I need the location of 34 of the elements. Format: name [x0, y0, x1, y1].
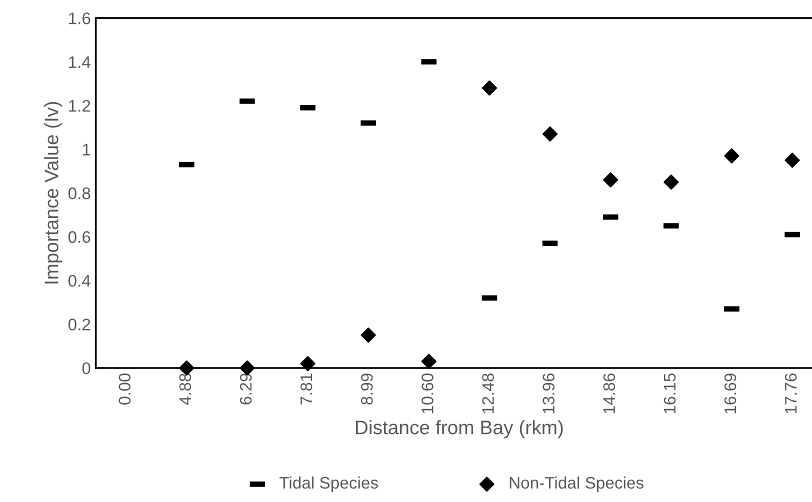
x-tick-label: 16.15: [664, 374, 676, 414]
y-tick-label: 1.6: [69, 12, 90, 24]
y-tick-label: 0.8: [68, 187, 90, 200]
legend-label: Non-Tidal Species: [510, 476, 644, 492]
point: [664, 174, 679, 190]
y-tick-label: 0.6: [68, 231, 90, 243]
x-tick-label: 10.60: [422, 373, 434, 414]
point: [360, 328, 376, 343]
y-tick-label: 0.4: [68, 274, 90, 287]
x-tick-label: 8.99: [361, 374, 373, 405]
y-tick-label: 1.2: [69, 100, 90, 112]
legend-label: Tidal Species: [279, 476, 378, 492]
x-tick-label: 6.29: [240, 374, 252, 404]
point: [300, 356, 316, 372]
x-tick-label: 0.00: [118, 373, 131, 405]
y-tick-label: 0: [82, 362, 90, 374]
point: [603, 172, 618, 188]
y-tick-label: 1.4: [69, 56, 90, 68]
x-axis-title: Distance from Bay (rkm): [356, 420, 563, 438]
point: [542, 126, 558, 142]
y-axis-title: Importance Value (Iv): [44, 102, 62, 284]
x-tick-label: 7.81: [300, 374, 312, 404]
x-tick-label: 13.96: [542, 374, 555, 414]
point: [482, 80, 498, 96]
x-tick-label: 17.76: [784, 374, 797, 414]
x-tick-label: 14.86: [603, 374, 616, 414]
x-tick-label: 16.69: [724, 374, 736, 414]
y-tick-label: 0.2: [68, 318, 90, 330]
point: [421, 354, 436, 369]
point: [724, 148, 740, 164]
x-tick-label: 4.88: [179, 374, 192, 405]
point: [784, 152, 800, 168]
x-tick-label: 12.48: [482, 374, 494, 414]
y-tick-label: 1: [82, 144, 90, 156]
